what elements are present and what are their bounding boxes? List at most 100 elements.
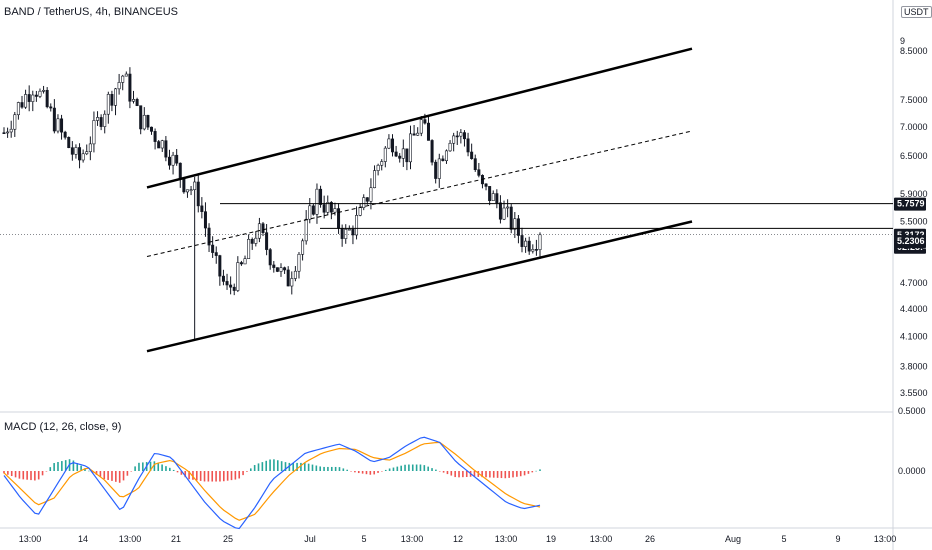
- candle-body: [405, 148, 409, 163]
- currency-badge[interactable]: USDT: [901, 6, 932, 18]
- macd-histogram-bar: [226, 471, 229, 481]
- candle-body: [531, 249, 535, 252]
- candle-body: [24, 94, 28, 108]
- candle-body: [114, 88, 118, 106]
- candle-body: [513, 218, 517, 230]
- candle-body: [88, 143, 92, 153]
- macd-histogram-bar: [334, 466, 337, 471]
- candle-body: [225, 281, 229, 286]
- candle-body: [373, 170, 377, 189]
- macd-histogram-bar: [396, 466, 399, 471]
- candle-body: [31, 94, 35, 102]
- candle-body: [236, 262, 240, 291]
- macd-histogram-bar: [18, 471, 21, 479]
- macd-histogram-bar: [400, 465, 402, 471]
- candle-body: [470, 151, 474, 159]
- macd-histogram-bar: [357, 471, 360, 474]
- low-price-label-text: 5.2306: [897, 236, 925, 246]
- macd-histogram-bar: [485, 471, 487, 478]
- drawings-layer[interactable]: [0, 47, 893, 353]
- macd-histogram-bar: [330, 466, 333, 471]
- price-tick-label: 5.5000: [900, 217, 928, 227]
- macd-histogram-bar: [138, 462, 140, 471]
- macd-histogram-bar: [377, 471, 379, 473]
- macd-histogram-bar: [64, 460, 67, 471]
- channel-upper-line[interactable]: [146, 47, 693, 189]
- macd-histogram-bar: [454, 471, 456, 478]
- channel-lower-line[interactable]: [146, 220, 693, 353]
- candle-body: [304, 218, 308, 242]
- macd-histogram-bar: [230, 471, 233, 481]
- macd-histogram-bar: [365, 471, 368, 475]
- symbol-title[interactable]: BAND / TetherUS, 4h, BINANCEUS: [4, 6, 179, 18]
- macd-histogram-bar: [253, 465, 256, 471]
- macd-histogram-bar: [489, 471, 491, 478]
- macd-histogram-bar: [384, 469, 387, 471]
- candle-body: [408, 133, 412, 163]
- macd-histogram-bar: [7, 471, 9, 475]
- candle-body: [81, 153, 85, 161]
- price-tick-label: 4.7000: [900, 278, 928, 288]
- macd-histogram-bar: [450, 471, 453, 476]
- candle-body: [488, 186, 492, 201]
- candle-body: [142, 114, 146, 130]
- candle-body: [103, 113, 107, 127]
- macd-histogram-bar: [512, 471, 514, 478]
- candle-body: [49, 106, 53, 109]
- candle-body: [2, 132, 6, 134]
- time-tick-label: 13:00: [19, 534, 42, 544]
- price-tick-label: 8.5000: [900, 46, 928, 56]
- macd-histogram-bar: [49, 467, 52, 471]
- price-tick-label: 4.1000: [900, 332, 928, 342]
- candle-body: [462, 132, 466, 140]
- candle-body: [495, 193, 499, 204]
- candle-body: [164, 140, 168, 158]
- candle-body: [538, 234, 542, 250]
- candle-body: [452, 135, 456, 144]
- macd-histogram-bar: [10, 471, 13, 477]
- macd-histogram-bar: [172, 469, 175, 471]
- candle-body: [340, 228, 344, 239]
- macd-histogram-bar: [431, 468, 433, 471]
- macd-histogram-bar: [188, 471, 190, 480]
- macd-tick-label: 0.0000: [898, 466, 926, 476]
- candle-body: [78, 147, 82, 161]
- macd-line: [3, 436, 541, 530]
- candle-body: [506, 206, 510, 209]
- time-tick-label: 25: [223, 534, 233, 544]
- macd-histogram-bar: [118, 471, 121, 483]
- candle-body: [466, 138, 470, 153]
- macd-histogram-bar: [14, 471, 17, 478]
- candle-body: [358, 207, 362, 216]
- candle-body: [117, 82, 121, 90]
- candle-body: [283, 267, 287, 271]
- candle-body: [45, 89, 49, 108]
- candle-body: [232, 286, 236, 291]
- macd-histogram-bar: [41, 471, 44, 476]
- price-tick-label: 6.5000: [900, 151, 928, 161]
- candle-body: [214, 252, 218, 256]
- macd-histogram-bar: [265, 460, 268, 471]
- candle-body: [319, 188, 323, 205]
- macd-histogram-bar: [134, 466, 136, 471]
- channel-mid-line[interactable]: [146, 130, 693, 257]
- candle-body: [308, 205, 312, 220]
- time-tick-label: 14: [78, 534, 88, 544]
- candle-body: [132, 99, 136, 102]
- candle-body: [329, 202, 333, 213]
- macd-histogram-bar: [203, 471, 206, 482]
- candle-body: [333, 208, 337, 213]
- candle-body: [502, 207, 506, 220]
- candle-body: [412, 133, 416, 136]
- macd-title[interactable]: MACD (12, 26, close, 9): [4, 421, 122, 433]
- candle-body: [297, 253, 301, 272]
- macd-histogram-bar: [192, 471, 194, 480]
- macd-histogram-bar: [76, 463, 79, 471]
- candle-body: [398, 155, 402, 159]
- time-tick-label: 5: [361, 534, 366, 544]
- macd-histogram-bar: [392, 467, 395, 471]
- candle-body: [196, 181, 200, 207]
- candle-body: [293, 270, 297, 279]
- macd-histogram-bar: [473, 471, 476, 477]
